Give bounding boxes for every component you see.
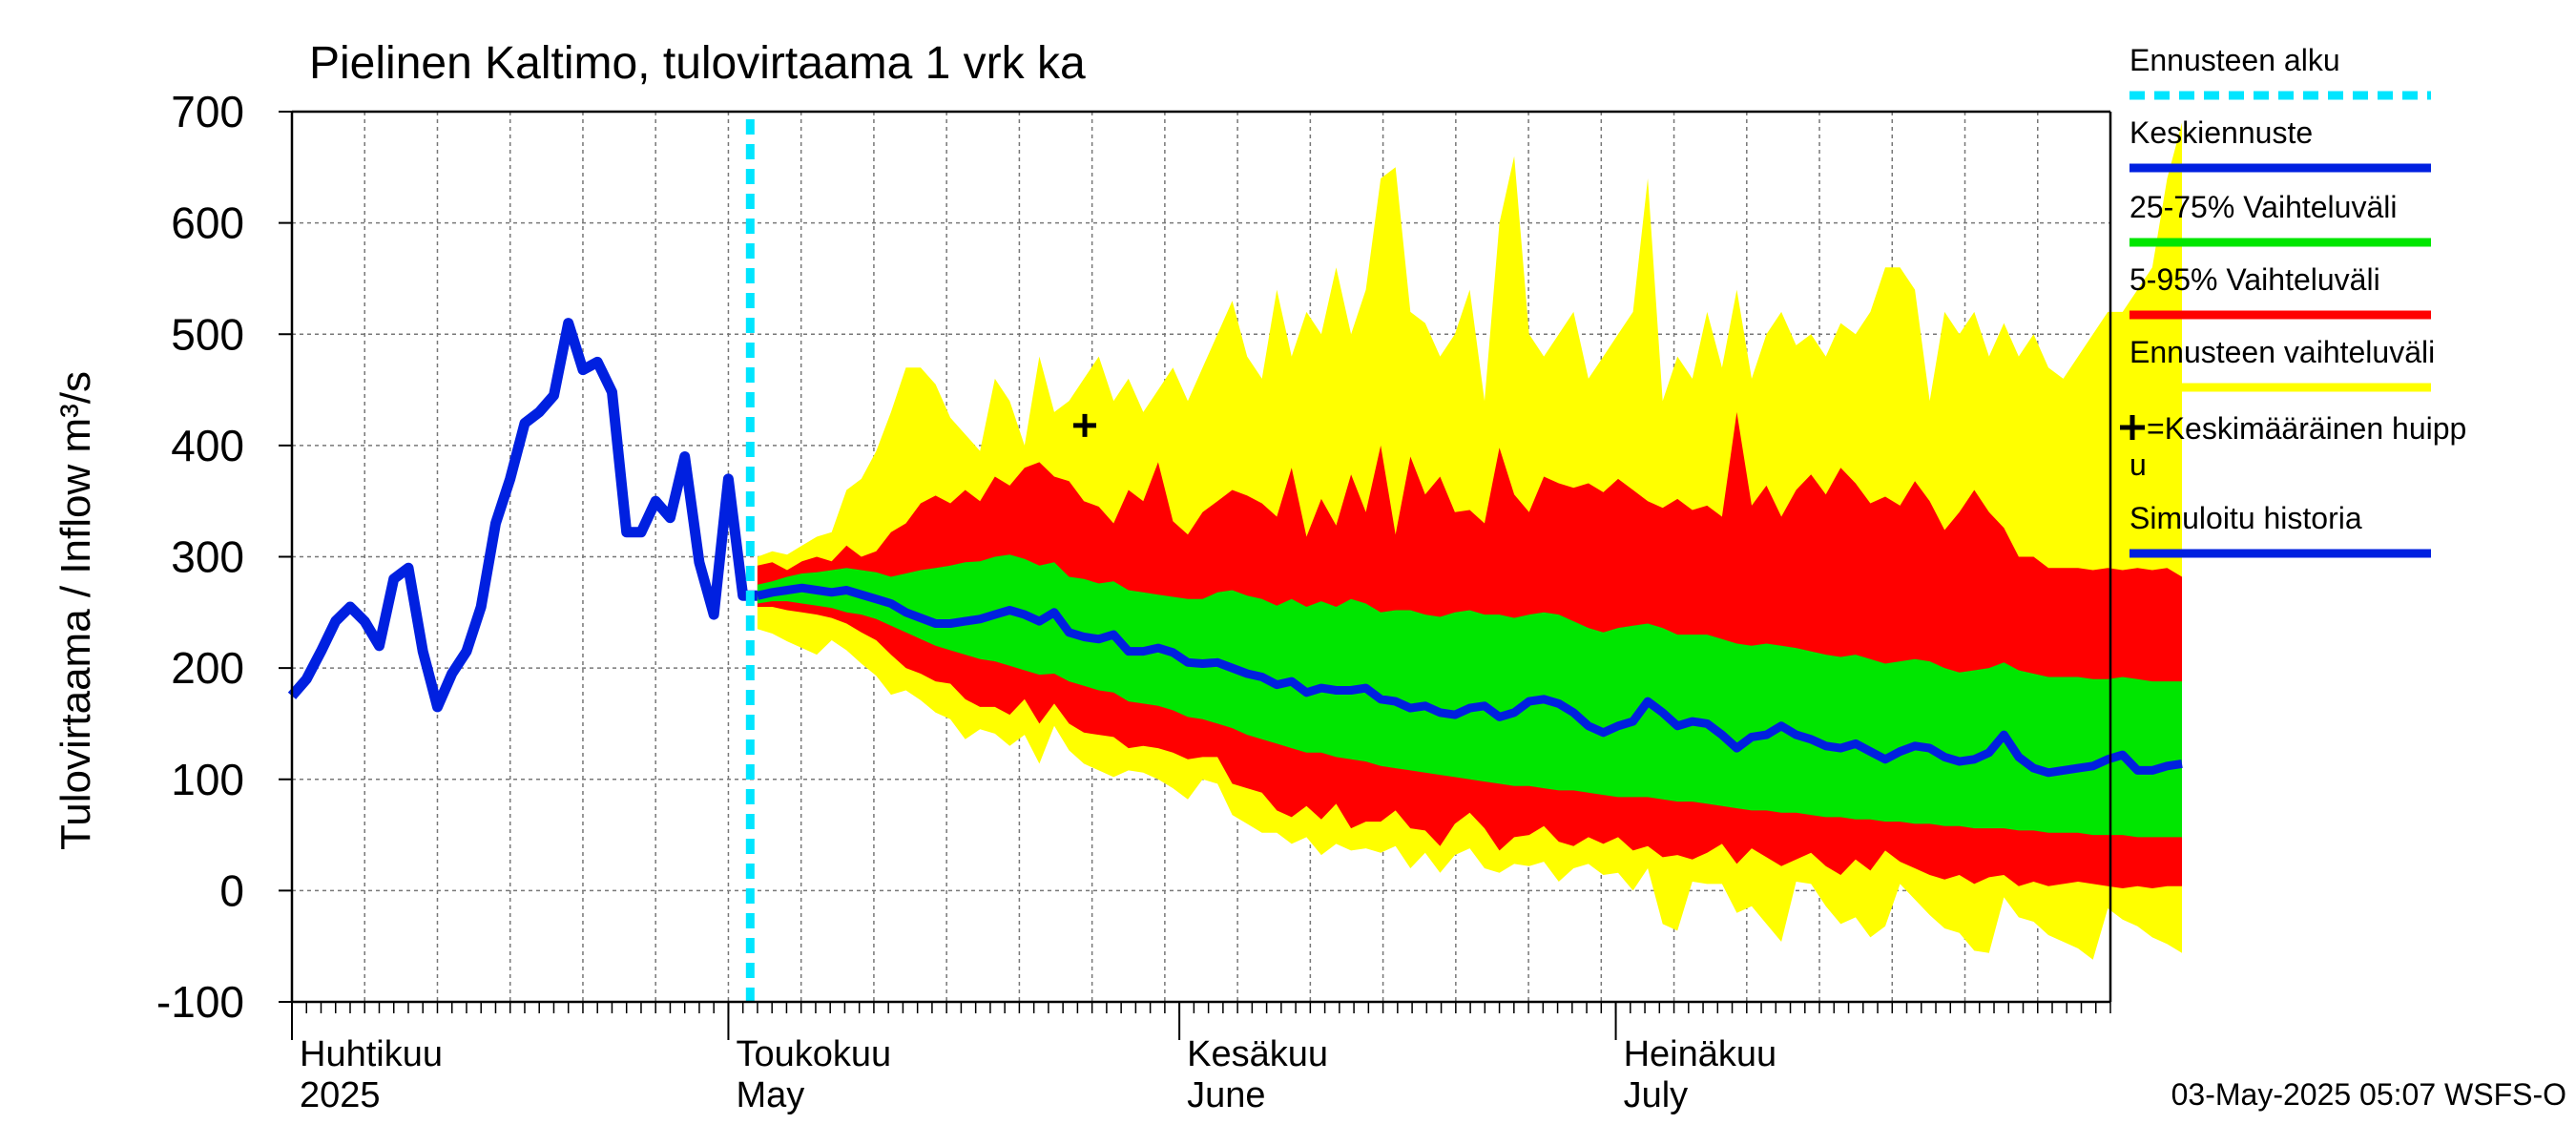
legend-label: 5-95% Vaihteluväli (2129, 262, 2380, 297)
series-lines (287, 119, 2183, 1002)
legend-label: Simuloitu historia (2129, 501, 2362, 535)
legend-label: =Keskimääräinen huipp (2147, 411, 2466, 446)
y-tick-label: 500 (171, 309, 244, 359)
forecast-bands (757, 122, 2182, 960)
y-tick-label: 400 (171, 421, 244, 470)
legend-label: Keskiennuste (2129, 115, 2313, 150)
x-month-sublabel: May (736, 1075, 804, 1115)
legend-label: 25-75% Vaihteluväli (2129, 190, 2397, 224)
y-tick-label: 700 (171, 87, 244, 136)
x-month-sublabel: 2025 (300, 1075, 381, 1115)
x-month-label: Huhtikuu (300, 1034, 443, 1074)
y-tick-label: 300 (171, 532, 244, 582)
y-tick-label: 100 (171, 755, 244, 804)
mean-peak-marker (1073, 413, 1097, 437)
y-tick-label: 600 (171, 198, 244, 248)
x-month-label: Kesäkuu (1187, 1034, 1328, 1074)
footer-timestamp: 03-May-2025 05:07 WSFS-O (2171, 1077, 2566, 1112)
y-axis-label: Tulovirtaama / Inflow m³/s (52, 371, 99, 850)
band-25-75 (757, 554, 2182, 838)
legend-label: u (2129, 448, 2147, 482)
chart-title: Pielinen Kaltimo, tulovirtaama 1 vrk ka (309, 38, 1086, 89)
y-tick-label: 200 (171, 643, 244, 693)
y-tick-label: 0 (219, 865, 244, 915)
legend-label: Ennusteen vaihteluväli (2129, 335, 2435, 369)
x-month-sublabel: July (1624, 1075, 1689, 1115)
legend: Ennusteen alku Keskiennuste 25-75% Vaihtel… (2120, 43, 2466, 558)
x-month-label: Toukokuu (736, 1034, 891, 1074)
history-line (287, 318, 758, 713)
y-tick-label: -100 (156, 977, 244, 1027)
x-month-label: Heinäkuu (1624, 1034, 1777, 1074)
legend-label: Ennusteen alku (2129, 43, 2340, 77)
x-month-sublabel: June (1187, 1075, 1265, 1115)
median-forecast-line (756, 583, 2183, 778)
legend-peak-symbol (2120, 415, 2145, 440)
